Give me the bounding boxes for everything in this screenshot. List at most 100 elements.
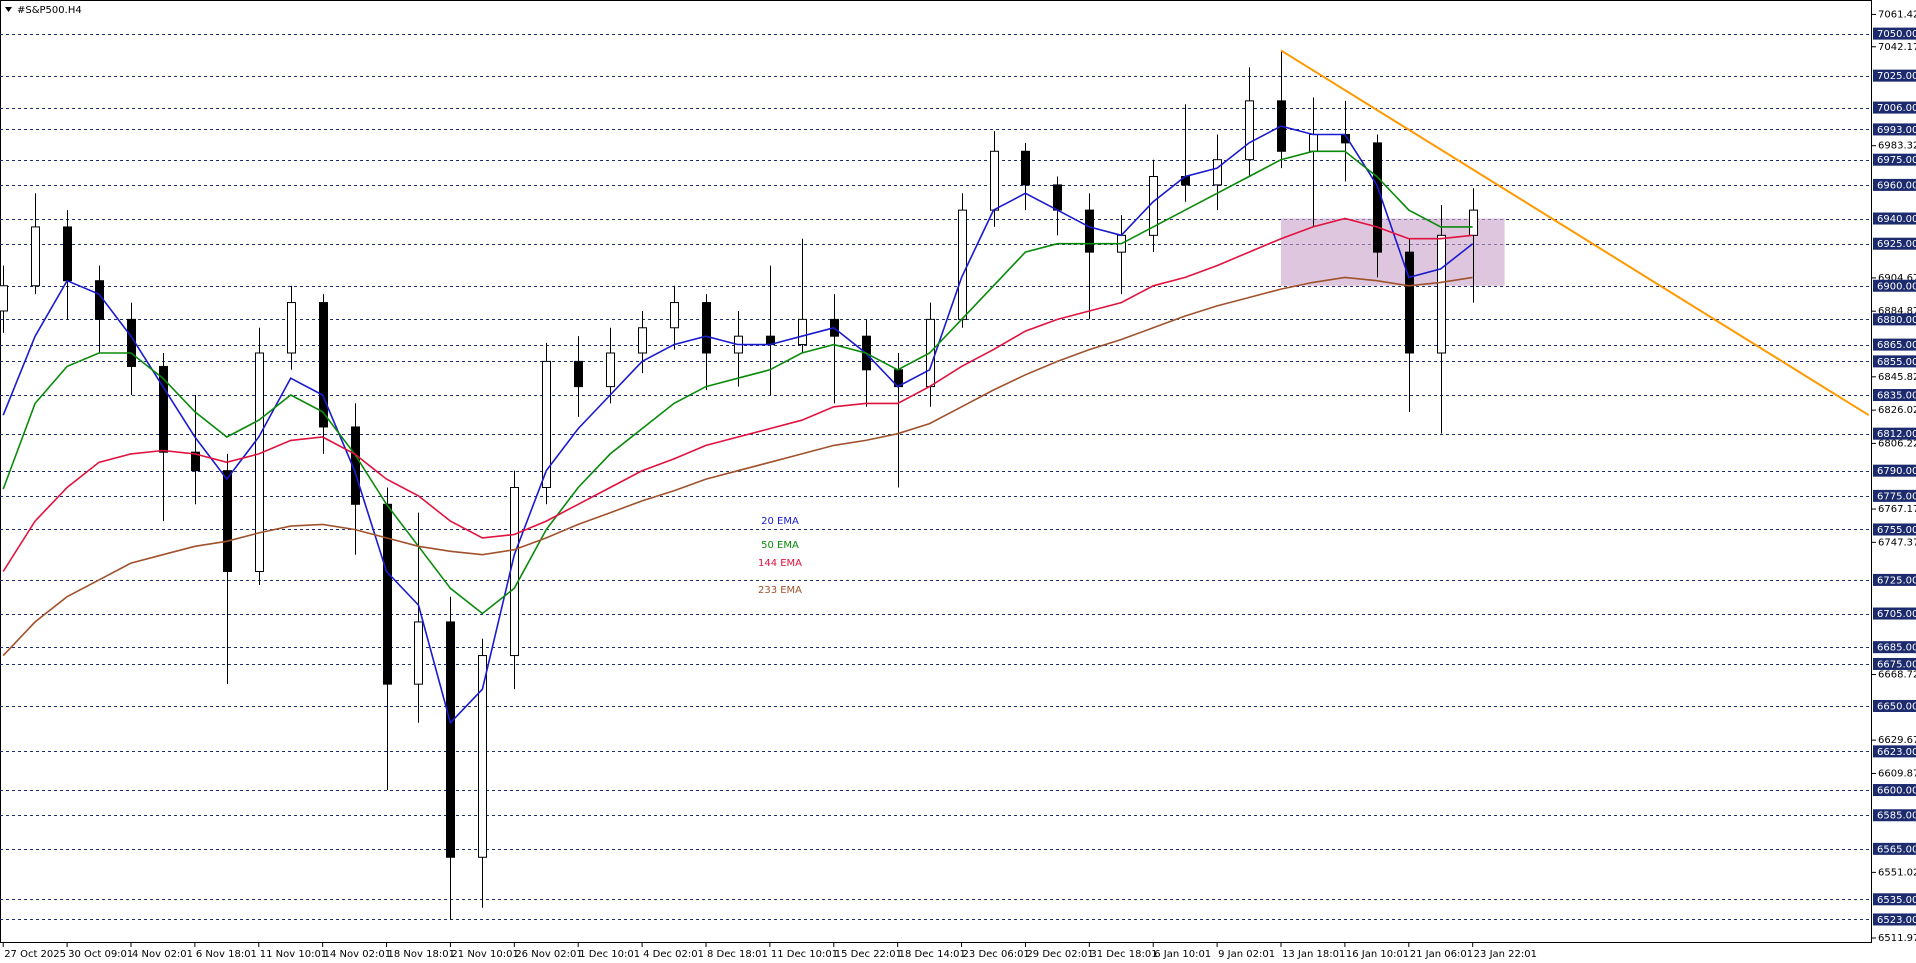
level-label-box [1873,279,1916,292]
level-label-box [1873,573,1916,586]
level-label: 6623.00 [1877,747,1916,758]
x-tick-label: 11 Dec 10:01 [771,949,838,960]
level-label-box [1873,607,1916,620]
candle-body [990,150,999,211]
y-tick-label: 6629.67 [1878,735,1916,746]
level-label: 6900.00 [1877,281,1916,292]
y-tick-label: 7042.17 [1878,42,1916,53]
candle-body [191,451,200,472]
ema-line [2,276,1473,657]
y-tick-label: 6845.82 [1878,372,1916,383]
level-label: 6865.00 [1877,340,1916,351]
candle-body [1085,209,1094,253]
x-tick-label: 6 Jan 10:01 [1154,949,1211,960]
level-label-box [1873,123,1916,136]
level-label-box [1873,69,1916,82]
level-label: 6925.00 [1877,239,1916,250]
x-tick-label: 6 Nov 18:01 [196,949,257,960]
level-label: 6835.00 [1877,391,1916,402]
y-tick-label: 6747.37 [1878,537,1916,548]
x-tick-label: 15 Dec 22:01 [835,949,902,960]
level-label: 6755.00 [1877,525,1916,536]
y-tick-label: 6806.22 [1878,438,1916,449]
candle-body [1405,251,1414,354]
level-label: 6725.00 [1877,575,1916,586]
legend-entry: 233 EMA [758,585,802,596]
candle-body [958,209,967,320]
level-label-box [1873,842,1916,855]
candle-body [1021,150,1030,186]
x-tick-label: 27 Oct 2025 [4,949,66,960]
level-label-box [1873,745,1916,758]
level-label: 7050.00 [1877,29,1916,40]
x-tick-label: 8 Dec 18:01 [707,949,768,960]
candle-body [1053,184,1062,211]
level-label: 6790.00 [1877,466,1916,477]
x-tick-label: 16 Jan 10:01 [1346,949,1409,960]
candle-body [159,365,168,453]
level-label-box [1873,523,1916,536]
level-label-box [1873,699,1916,712]
candle-body [1373,142,1382,253]
level-label: 6975.00 [1877,155,1916,166]
candle-body [0,285,8,312]
level-label-box [1873,389,1916,402]
candle-body [1213,159,1222,186]
legend-entry: 50 EMA [761,540,799,551]
level-label-box [1873,641,1916,654]
menu-arrow [5,7,12,12]
x-tick-label: 1 Dec 10:01 [579,949,640,960]
level-label: 6812.00 [1877,429,1916,440]
candle-body [95,280,104,320]
level-label-box [1873,913,1916,926]
candle-body [351,426,360,505]
candle-body [542,360,551,488]
legend-entry: 20 EMA [761,516,799,527]
level-label: 6650.00 [1877,701,1916,712]
y-tick-label: 6511.97 [1878,933,1916,944]
candle-body [1437,234,1446,354]
level-label-box [1873,355,1916,368]
candle-body [383,503,392,685]
candle-body [1469,209,1478,236]
x-tick-label: 11 Nov 10:01 [260,949,327,960]
level-label: 6993.00 [1877,125,1916,136]
level-label-box [1873,212,1916,225]
x-tick-label: 21 Jan 06:01 [1410,949,1473,960]
level-label: 6855.00 [1877,357,1916,368]
x-tick-label: 21 Nov 10:01 [451,949,518,960]
chart-title: #S&P500.H4 [17,5,82,16]
x-tick-label: 4 Dec 02:01 [643,949,704,960]
candle-body [319,302,328,428]
candle-body [287,302,296,354]
ema-line [2,217,1473,572]
x-tick-label: 18 Dec 14:01 [899,949,966,960]
candle-body [606,352,615,388]
level-label-box [1873,657,1916,670]
candle-body [31,226,40,287]
trendline [1280,49,1870,417]
x-tick-label: 18 Nov 18:01 [388,949,455,960]
candle-body [798,318,807,346]
x-tick-label: 13 Jan 18:01 [1282,949,1345,960]
level-label: 6705.00 [1877,609,1916,620]
level-label: 6940.00 [1877,214,1916,225]
x-tick-label: 29 Dec 02:01 [1026,949,1093,960]
level-label-box [1873,338,1916,351]
level-label-box [1873,153,1916,166]
level-label: 7025.00 [1877,71,1916,82]
level-label-box [1873,178,1916,191]
y-tick-label: 6983.32 [1878,141,1916,152]
level-label: 6585.00 [1877,811,1916,822]
y-tick-label: 7061.42 [1878,9,1916,20]
y-tick-label: 6884.87 [1878,306,1916,317]
x-tick-label: 14 Nov 02:01 [324,949,391,960]
level-label-box [1873,784,1916,797]
level-label: 6960.00 [1877,180,1916,191]
candle-body [510,486,519,657]
candle-body [414,621,423,685]
level-label-box [1873,237,1916,250]
y-tick-label: 6767.17 [1878,504,1916,515]
y-tick-label: 6904.67 [1878,273,1916,284]
